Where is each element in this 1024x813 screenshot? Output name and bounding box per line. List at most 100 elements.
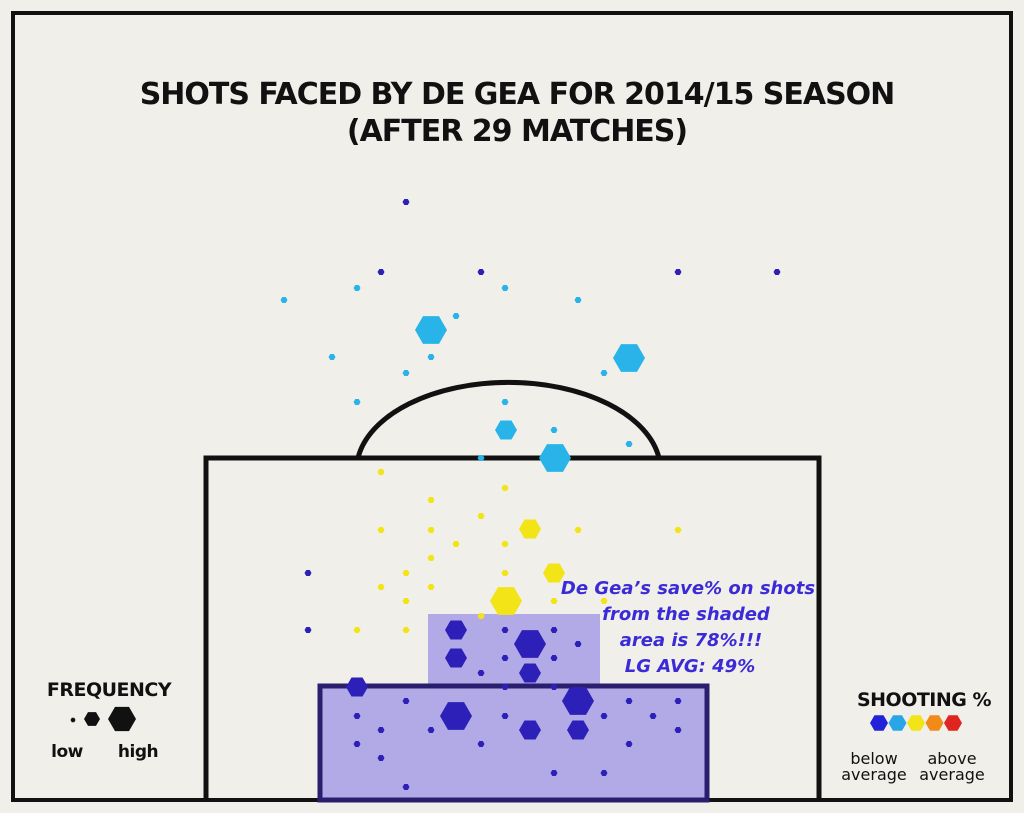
shot-hex-79 [377,755,385,761]
shot-hex-54 [445,648,467,668]
shot-hex-38 [543,563,565,583]
shot-hex-42 [490,587,522,615]
shot-hex-71 [427,727,435,733]
chart-title-line1: SHOTS FACED BY DE GEA FOR 2014/15 SEASON [140,77,895,112]
shot-hex-15 [600,370,608,376]
frequency-legend-high: high [118,742,158,762]
shot-hex-48 [402,627,410,633]
shot-hex-21 [625,441,633,447]
penalty-arc [355,379,662,459]
shooting-legend-hexes [870,715,962,731]
shot-hex-45 [477,613,485,619]
shot-hex-60 [501,684,509,690]
shot-hex-67 [440,702,472,730]
shot-hex-4 [773,269,781,275]
shot-hex-7 [501,285,509,291]
shot-hex-1 [377,269,385,275]
shaded-area-six-yard [320,686,707,800]
shot-hex-57 [519,663,541,683]
shot-hex-82 [402,784,410,790]
shot-hex-52 [514,630,546,658]
shot-hex-33 [501,541,509,547]
shooting-legend-below-average: average [841,765,907,784]
shot-hex-32 [452,541,460,547]
shot-hex-65 [674,698,682,704]
shot-hex-70 [649,713,657,719]
shot-hex-46 [304,627,312,633]
shot-hex-51 [550,627,558,633]
shooting-legend-above: above [927,749,976,768]
shot-hex-27 [519,519,541,539]
shot-hex-36 [402,570,410,576]
shot-hex-25 [427,497,435,503]
shot-hex-78 [625,741,633,747]
shooting-legend-hex-4 [925,715,944,731]
shot-hex-19 [550,427,558,433]
shot-hex-72 [519,720,541,740]
shot-hex-76 [353,741,361,747]
shot-hex-44 [600,598,608,604]
shot-hex-50 [501,627,509,633]
annotation-line3: area is 78%!!! [620,630,763,651]
six-yard-box [317,683,710,803]
shot-hex-17 [501,399,509,405]
shot-hex-18 [495,420,517,440]
shot-hex-66 [353,713,361,719]
shot-hex-2 [477,269,485,275]
frequency-legend-hex-1 [70,717,76,723]
shot-hex-29 [427,527,435,533]
shot-hex-49 [445,620,467,640]
shot-hex-22 [477,455,485,461]
shot-hex-61 [550,684,558,690]
shooting-legend-hex-2 [888,715,907,731]
shot-hex-47 [353,627,361,633]
shot-hex-59 [346,677,368,697]
shot-hex-16 [353,399,361,405]
frequency-legend-hex-2 [84,712,100,726]
shooting-legend-title: SHOOTING % [857,689,992,711]
shot-hex-6 [353,285,361,291]
shot-hex-10 [415,316,447,344]
shot-hex-5 [280,297,288,303]
frequency-legend-low: low [51,742,84,762]
shot-hex-69 [600,713,608,719]
shot-hex-14 [613,344,645,372]
shot-hex-43 [550,598,558,604]
shot-hex-23 [377,469,385,475]
shot-hex-9 [452,313,460,319]
shot-hex-75 [674,727,682,733]
shooting-legend-hex-3 [907,715,925,731]
shot-hex-81 [600,770,608,776]
shot-hex-28 [377,527,385,533]
shot-hex-30 [574,527,582,533]
shot-hex-39 [377,584,385,590]
shot-hex-24 [501,485,509,491]
shot-hex-34 [427,555,435,561]
frequency-legend-hex-3 [108,706,136,732]
shooting-legend-above-average: average [919,765,985,784]
shot-hex-35 [304,570,312,576]
annotation-line2: from the shaded [602,604,771,625]
shot-hex-63 [402,698,410,704]
shot-hex-80 [550,770,558,776]
shots-layer [280,199,781,790]
shot-hex-20 [539,444,571,472]
penalty-box [203,455,822,800]
shot-hex-3 [674,269,682,275]
shot-hex-64 [625,698,633,704]
shot-hex-68 [501,713,509,719]
shot-hex-74 [377,727,385,733]
shot-hex-11 [328,354,336,360]
shot-hex-0 [402,199,410,205]
shot-hex-40 [427,584,435,590]
shooting-legend-below: below [850,749,897,768]
shot-hex-53 [574,641,582,647]
frequency-legend-hexes [70,706,136,732]
frequency-legend-title: FREQUENCY [47,679,172,701]
shot-hex-13 [402,370,410,376]
shot-hex-31 [674,527,682,533]
shot-hex-12 [427,354,435,360]
shot-hex-37 [501,570,509,576]
